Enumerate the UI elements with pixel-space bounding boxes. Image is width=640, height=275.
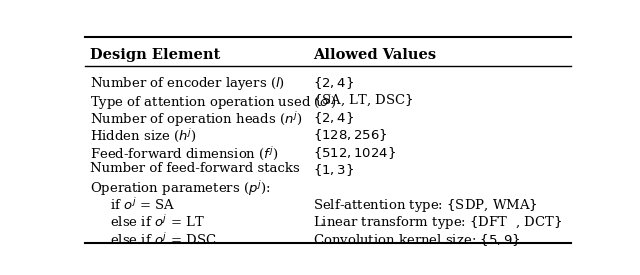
Text: Type of attention operation used ($o^j$): Type of attention operation used ($o^j$) [90,93,337,112]
Text: $\{128, 256\}$: $\{128, 256\}$ [313,127,388,143]
Text: Design Element: Design Element [90,48,220,62]
Text: Number of feed-forward stacks: Number of feed-forward stacks [90,162,300,175]
Text: else if $o^j$ = LT: else if $o^j$ = LT [110,214,205,230]
Text: $\{2, 4\}$: $\{2, 4\}$ [313,75,354,91]
Text: Feed-forward dimension ($f^j$): Feed-forward dimension ($f^j$) [90,145,278,162]
Text: Hidden size ($h^j$): Hidden size ($h^j$) [90,127,197,144]
Text: if $o^j$ = SA: if $o^j$ = SA [110,197,175,213]
Text: $\{$SA, LT, DSC$\}$: $\{$SA, LT, DSC$\}$ [313,93,413,108]
Text: Convolution kernel size: $\{5, 9\}$: Convolution kernel size: $\{5, 9\}$ [313,232,520,248]
Text: Number of operation heads ($n^j$): Number of operation heads ($n^j$) [90,110,302,129]
Text: else if $o^j$ = DSC: else if $o^j$ = DSC [110,232,216,248]
Text: $\{2, 4\}$: $\{2, 4\}$ [313,110,354,126]
Text: $\{1, 3\}$: $\{1, 3\}$ [313,162,354,178]
Text: $\{512, 1024\}$: $\{512, 1024\}$ [313,145,396,161]
Text: Self-attention type: $\{$SDP, WMA$\}$: Self-attention type: $\{$SDP, WMA$\}$ [313,197,538,214]
Text: Number of encoder layers ($l$): Number of encoder layers ($l$) [90,75,285,92]
Text: Linear transform type: $\{$DFT  , DCT$\}$: Linear transform type: $\{$DFT , DCT$\}$ [313,214,562,231]
Text: Operation parameters ($p^j$):: Operation parameters ($p^j$): [90,180,271,199]
Text: Allowed Values: Allowed Values [313,48,436,62]
